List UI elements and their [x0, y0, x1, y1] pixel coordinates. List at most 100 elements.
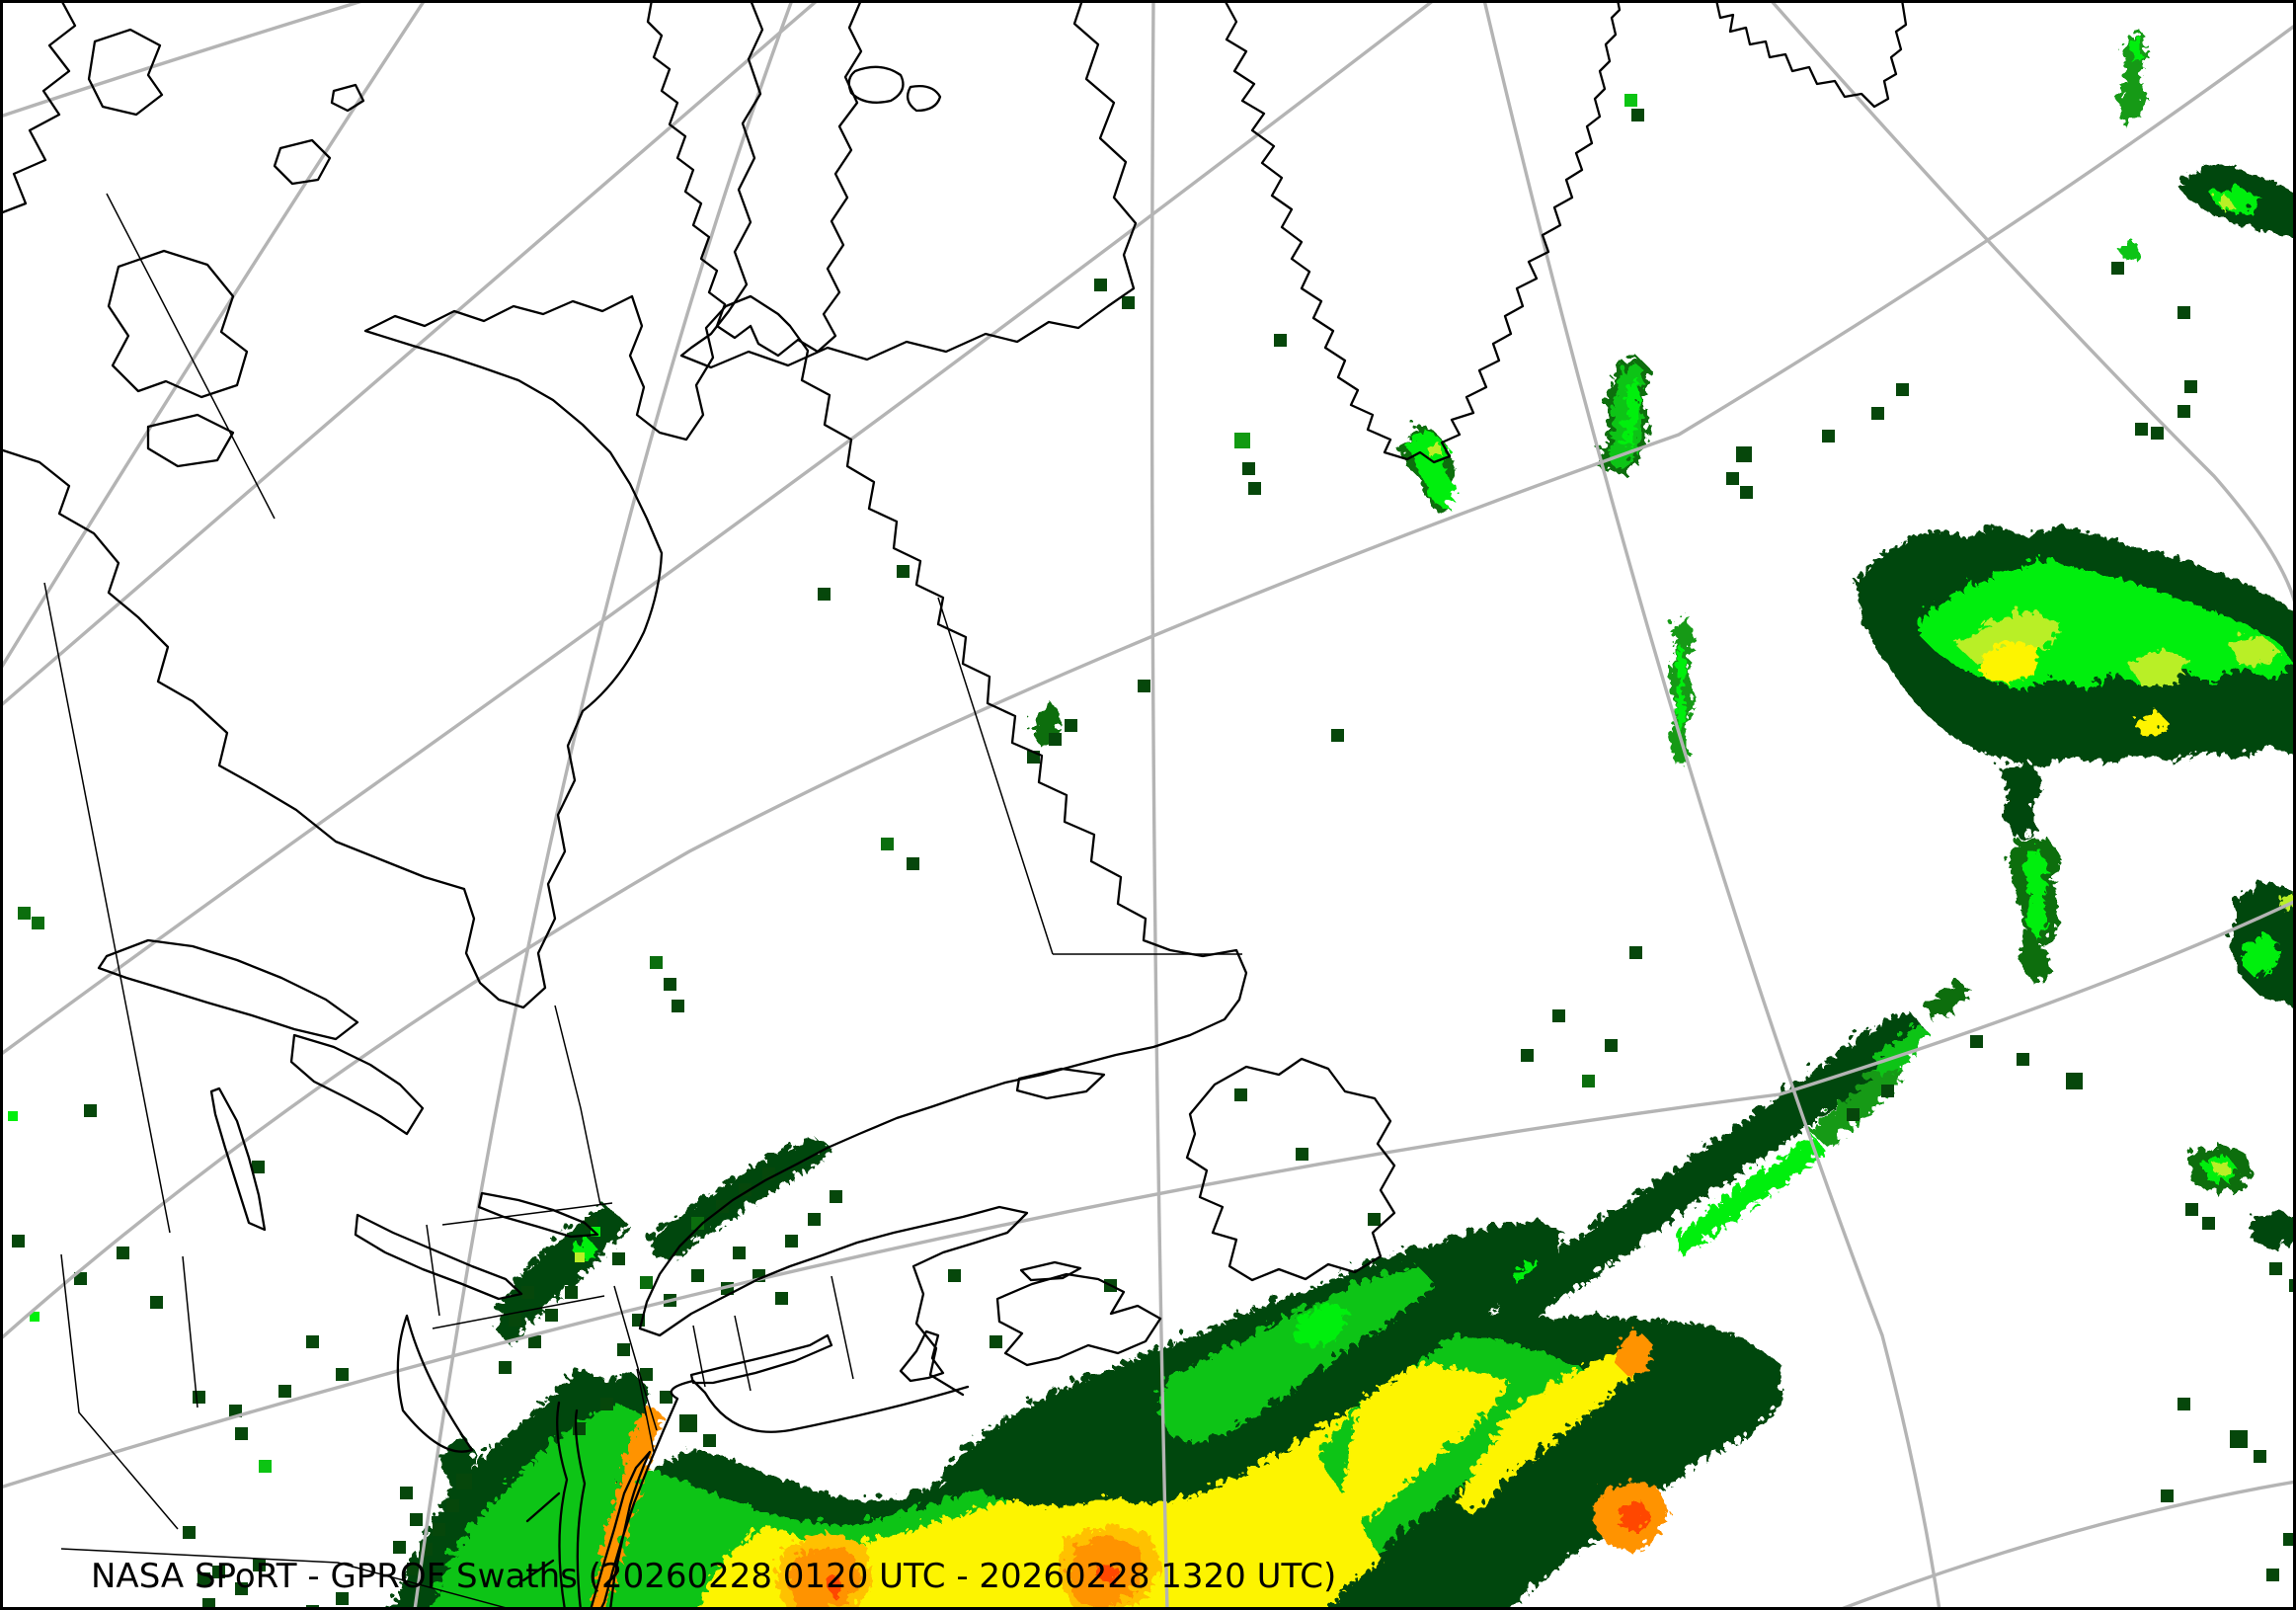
precip-pixel [1234, 1088, 1247, 1101]
precip-pixel [703, 1434, 716, 1447]
precip-pixel [664, 978, 676, 991]
political-border [636, 1275, 854, 1453]
precip-blob [2237, 928, 2276, 973]
political-border [937, 597, 1242, 955]
precip-blob [2210, 1156, 2227, 1173]
graticule-line [0, 899, 2296, 1489]
precip-blob [2214, 193, 2230, 207]
precip-pixel [509, 1314, 521, 1327]
precip-blob [1616, 1496, 1647, 1529]
precip-pixel [2202, 1217, 2215, 1230]
precip-blob [1671, 640, 1684, 729]
precip-pixel [1822, 430, 1835, 443]
precip-pixel [679, 1414, 697, 1432]
precip-blob [1805, 1055, 1901, 1144]
precip-blob [1404, 425, 1454, 506]
graticule-line [413, 0, 794, 1610]
precip-pixel [2177, 405, 2190, 418]
precip-pixel [12, 1235, 25, 1248]
precip-pixel [235, 1582, 248, 1595]
coastline [1223, 0, 1622, 464]
precip-blob [1486, 1009, 1924, 1328]
precip-blob [785, 1543, 857, 1610]
political-border [43, 582, 171, 1234]
precip-pixel [818, 588, 831, 601]
precip-pixel [691, 1269, 704, 1282]
coastline [1714, 0, 1908, 109]
precip-blob [2133, 706, 2165, 733]
coastline [556, 1401, 569, 1610]
precip-blob [1452, 1338, 1644, 1511]
precip-pixel [74, 1272, 87, 1285]
precip-blob [2125, 644, 2187, 684]
graticule-line [0, 0, 367, 119]
precip-pixel [1970, 1035, 1983, 1048]
precip-blob [2276, 887, 2293, 907]
precipitation-layer [365, 28, 2296, 1610]
precip-blob [1618, 370, 1637, 446]
precip-pixel [1896, 383, 1909, 396]
precipitation-dots-layer [8, 94, 2296, 1610]
graticule-line [1769, 0, 2296, 608]
precip-pixel [407, 1563, 420, 1575]
political-border [60, 1253, 179, 1530]
precip-pixel [2177, 306, 2190, 319]
precip-pixel [253, 1559, 266, 1571]
precip-pixel [1871, 407, 1884, 420]
precip-pixel [2230, 1430, 2248, 1448]
precip-pixel [785, 1235, 798, 1248]
precip-pixel [2066, 1073, 2083, 1089]
coastline [525, 1491, 561, 1523]
precip-pixel [278, 1385, 291, 1398]
graticule-line [0, 0, 820, 708]
precip-pixel [612, 1252, 625, 1265]
coastline [899, 1329, 945, 1383]
precip-pixel [2017, 1053, 2029, 1066]
precip-pixel [1234, 433, 1250, 448]
precip-pixel [336, 1368, 349, 1381]
precip-pixel [2254, 1450, 2266, 1463]
precip-pixel [545, 1309, 558, 1322]
precip-blob [1671, 1131, 1822, 1252]
coastline [574, 1409, 587, 1610]
precip-pixel [446, 1499, 459, 1512]
precip-pixel [1847, 1108, 1860, 1121]
precip-blob [1422, 437, 1438, 454]
precip-blob [822, 1570, 841, 1594]
political-border [60, 1548, 515, 1610]
precip-pixel [2161, 1489, 2174, 1502]
precip-pixel [1582, 1075, 1595, 1087]
precip-blob [1029, 699, 1059, 746]
precip-blob [1997, 759, 2039, 838]
precip-pixel [1242, 462, 1255, 475]
precip-pixel [1248, 482, 1261, 495]
graticule-line [1837, 1480, 2296, 1610]
coastline [97, 938, 359, 1041]
precip-pixel [2184, 380, 2197, 393]
precip-pixel [881, 838, 894, 850]
precip-pixel [1736, 446, 1752, 462]
coastline [589, 1450, 652, 1610]
precip-pixel [410, 1513, 423, 1526]
precip-pixel [306, 1335, 319, 1348]
precip-blob [1977, 637, 2036, 680]
precip-pixel [2151, 427, 2164, 440]
precip-blob [1323, 1361, 1506, 1556]
precip-pixel [1605, 1039, 1618, 1052]
graticule-line [1482, 0, 1941, 1610]
precip-pixel [1552, 1009, 1565, 1022]
coastline [330, 83, 365, 113]
precip-pixel [1631, 109, 1644, 121]
precip-pixel [1740, 486, 1753, 499]
precip-pixel [2135, 423, 2148, 436]
precip-pixel [499, 1361, 512, 1374]
precip-pixel [1624, 94, 1637, 107]
coastline [107, 249, 249, 399]
precip-pixel [1274, 334, 1287, 347]
coastline [521, 1559, 555, 1582]
coastline [289, 1033, 425, 1136]
precip-pixel [1726, 472, 1739, 485]
coastline [689, 1333, 833, 1385]
